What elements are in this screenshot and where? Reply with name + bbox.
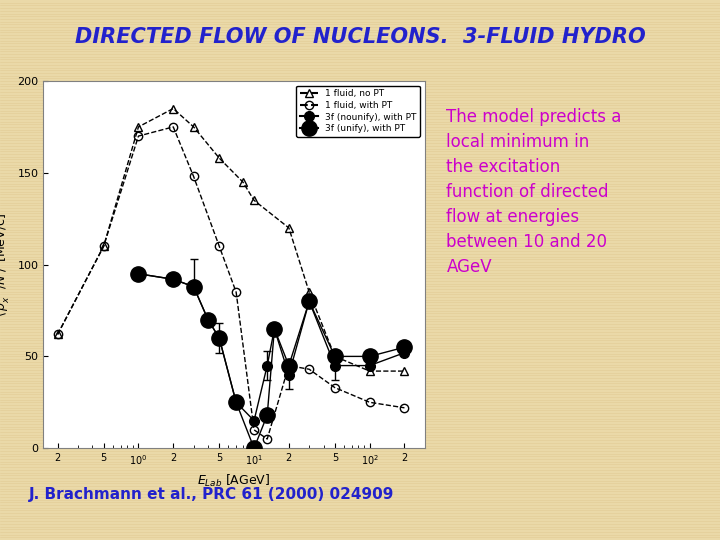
3f (nounify), with PT [232, 399, 240, 406]
1 fluid, with PT [365, 399, 374, 406]
Text: The model predicts a
local minimum in
the excitation
function of directed
flow a: The model predicts a local minimum in th… [446, 108, 622, 276]
3f (unify), with PT [284, 362, 293, 369]
3f (nounify), with PT [189, 284, 198, 290]
3f (nounify), with PT [330, 362, 339, 369]
1 fluid, with PT [263, 436, 271, 442]
1 fluid, no PT [215, 155, 224, 161]
1 fluid, no PT [169, 105, 178, 112]
1 fluid, with PT [330, 384, 339, 391]
1 fluid, with PT [232, 289, 240, 295]
1 fluid, with PT [400, 404, 409, 411]
3f (unify), with PT [263, 412, 271, 418]
1 fluid, no PT [238, 179, 247, 185]
3f (unify), with PT [270, 326, 279, 332]
Line: 3f (unify), with PT: 3f (unify), with PT [131, 266, 412, 456]
3f (unify), with PT [400, 344, 409, 350]
1 fluid, no PT [250, 197, 258, 204]
3f (nounify), with PT [305, 298, 313, 305]
3f (unify), with PT [189, 284, 198, 290]
X-axis label: $E_{Lab}$ [AGeV]: $E_{Lab}$ [AGeV] [197, 472, 271, 489]
Line: 1 fluid, with PT: 1 fluid, with PT [53, 123, 409, 443]
Y-axis label: $\langle\, p_x^{\,dir}/N\,\rangle\,$ [MeV/c]: $\langle\, p_x^{\,dir}/N\,\rangle\,$ [Me… [0, 213, 12, 316]
3f (unify), with PT [204, 316, 212, 323]
1 fluid, no PT [53, 331, 62, 338]
3f (nounify), with PT [284, 372, 293, 378]
1 fluid, no PT [400, 368, 409, 374]
3f (unify), with PT [134, 271, 143, 277]
1 fluid, no PT [134, 124, 143, 130]
3f (nounify), with PT [263, 362, 271, 369]
3f (unify), with PT [250, 445, 258, 451]
3f (nounify), with PT [270, 326, 279, 332]
3f (unify), with PT [215, 335, 224, 341]
1 fluid, with PT [169, 124, 178, 130]
Text: DIRECTED FLOW OF NUCLEONS.  3-FLUID HYDRO: DIRECTED FLOW OF NUCLEONS. 3-FLUID HYDRO [75, 27, 645, 47]
1 fluid, no PT [365, 368, 374, 374]
3f (nounify), with PT [400, 349, 409, 356]
1 fluid, with PT [53, 331, 62, 338]
3f (nounify), with PT [204, 316, 212, 323]
Line: 3f (nounify), with PT: 3f (nounify), with PT [134, 269, 409, 426]
1 fluid, with PT [215, 243, 224, 249]
3f (unify), with PT [305, 298, 313, 305]
1 fluid, no PT [305, 289, 313, 295]
1 fluid, no PT [189, 124, 198, 130]
1 fluid, with PT [284, 362, 293, 369]
3f (nounify), with PT [169, 276, 178, 282]
Text: J. Brachmann et al., PRC 61 (2000) 024909: J. Brachmann et al., PRC 61 (2000) 02490… [29, 487, 394, 502]
1 fluid, with PT [305, 366, 313, 373]
1 fluid, with PT [134, 133, 143, 139]
3f (unify), with PT [169, 276, 178, 282]
1 fluid, with PT [99, 243, 108, 249]
1 fluid, no PT [284, 225, 293, 231]
3f (nounify), with PT [250, 417, 258, 424]
3f (unify), with PT [232, 399, 240, 406]
3f (nounify), with PT [134, 271, 143, 277]
1 fluid, no PT [330, 353, 339, 360]
Line: 1 fluid, no PT: 1 fluid, no PT [53, 104, 409, 375]
3f (nounify), with PT [215, 335, 224, 341]
1 fluid, with PT [250, 427, 258, 433]
1 fluid, with PT [189, 173, 198, 180]
3f (unify), with PT [365, 353, 374, 360]
3f (unify), with PT [330, 353, 339, 360]
3f (nounify), with PT [365, 362, 374, 369]
Legend: 1 fluid, no PT, 1 fluid, with PT, 3f (nounify), with PT, 3f (unify), with PT: 1 fluid, no PT, 1 fluid, with PT, 3f (no… [297, 85, 420, 137]
1 fluid, no PT [99, 243, 108, 249]
